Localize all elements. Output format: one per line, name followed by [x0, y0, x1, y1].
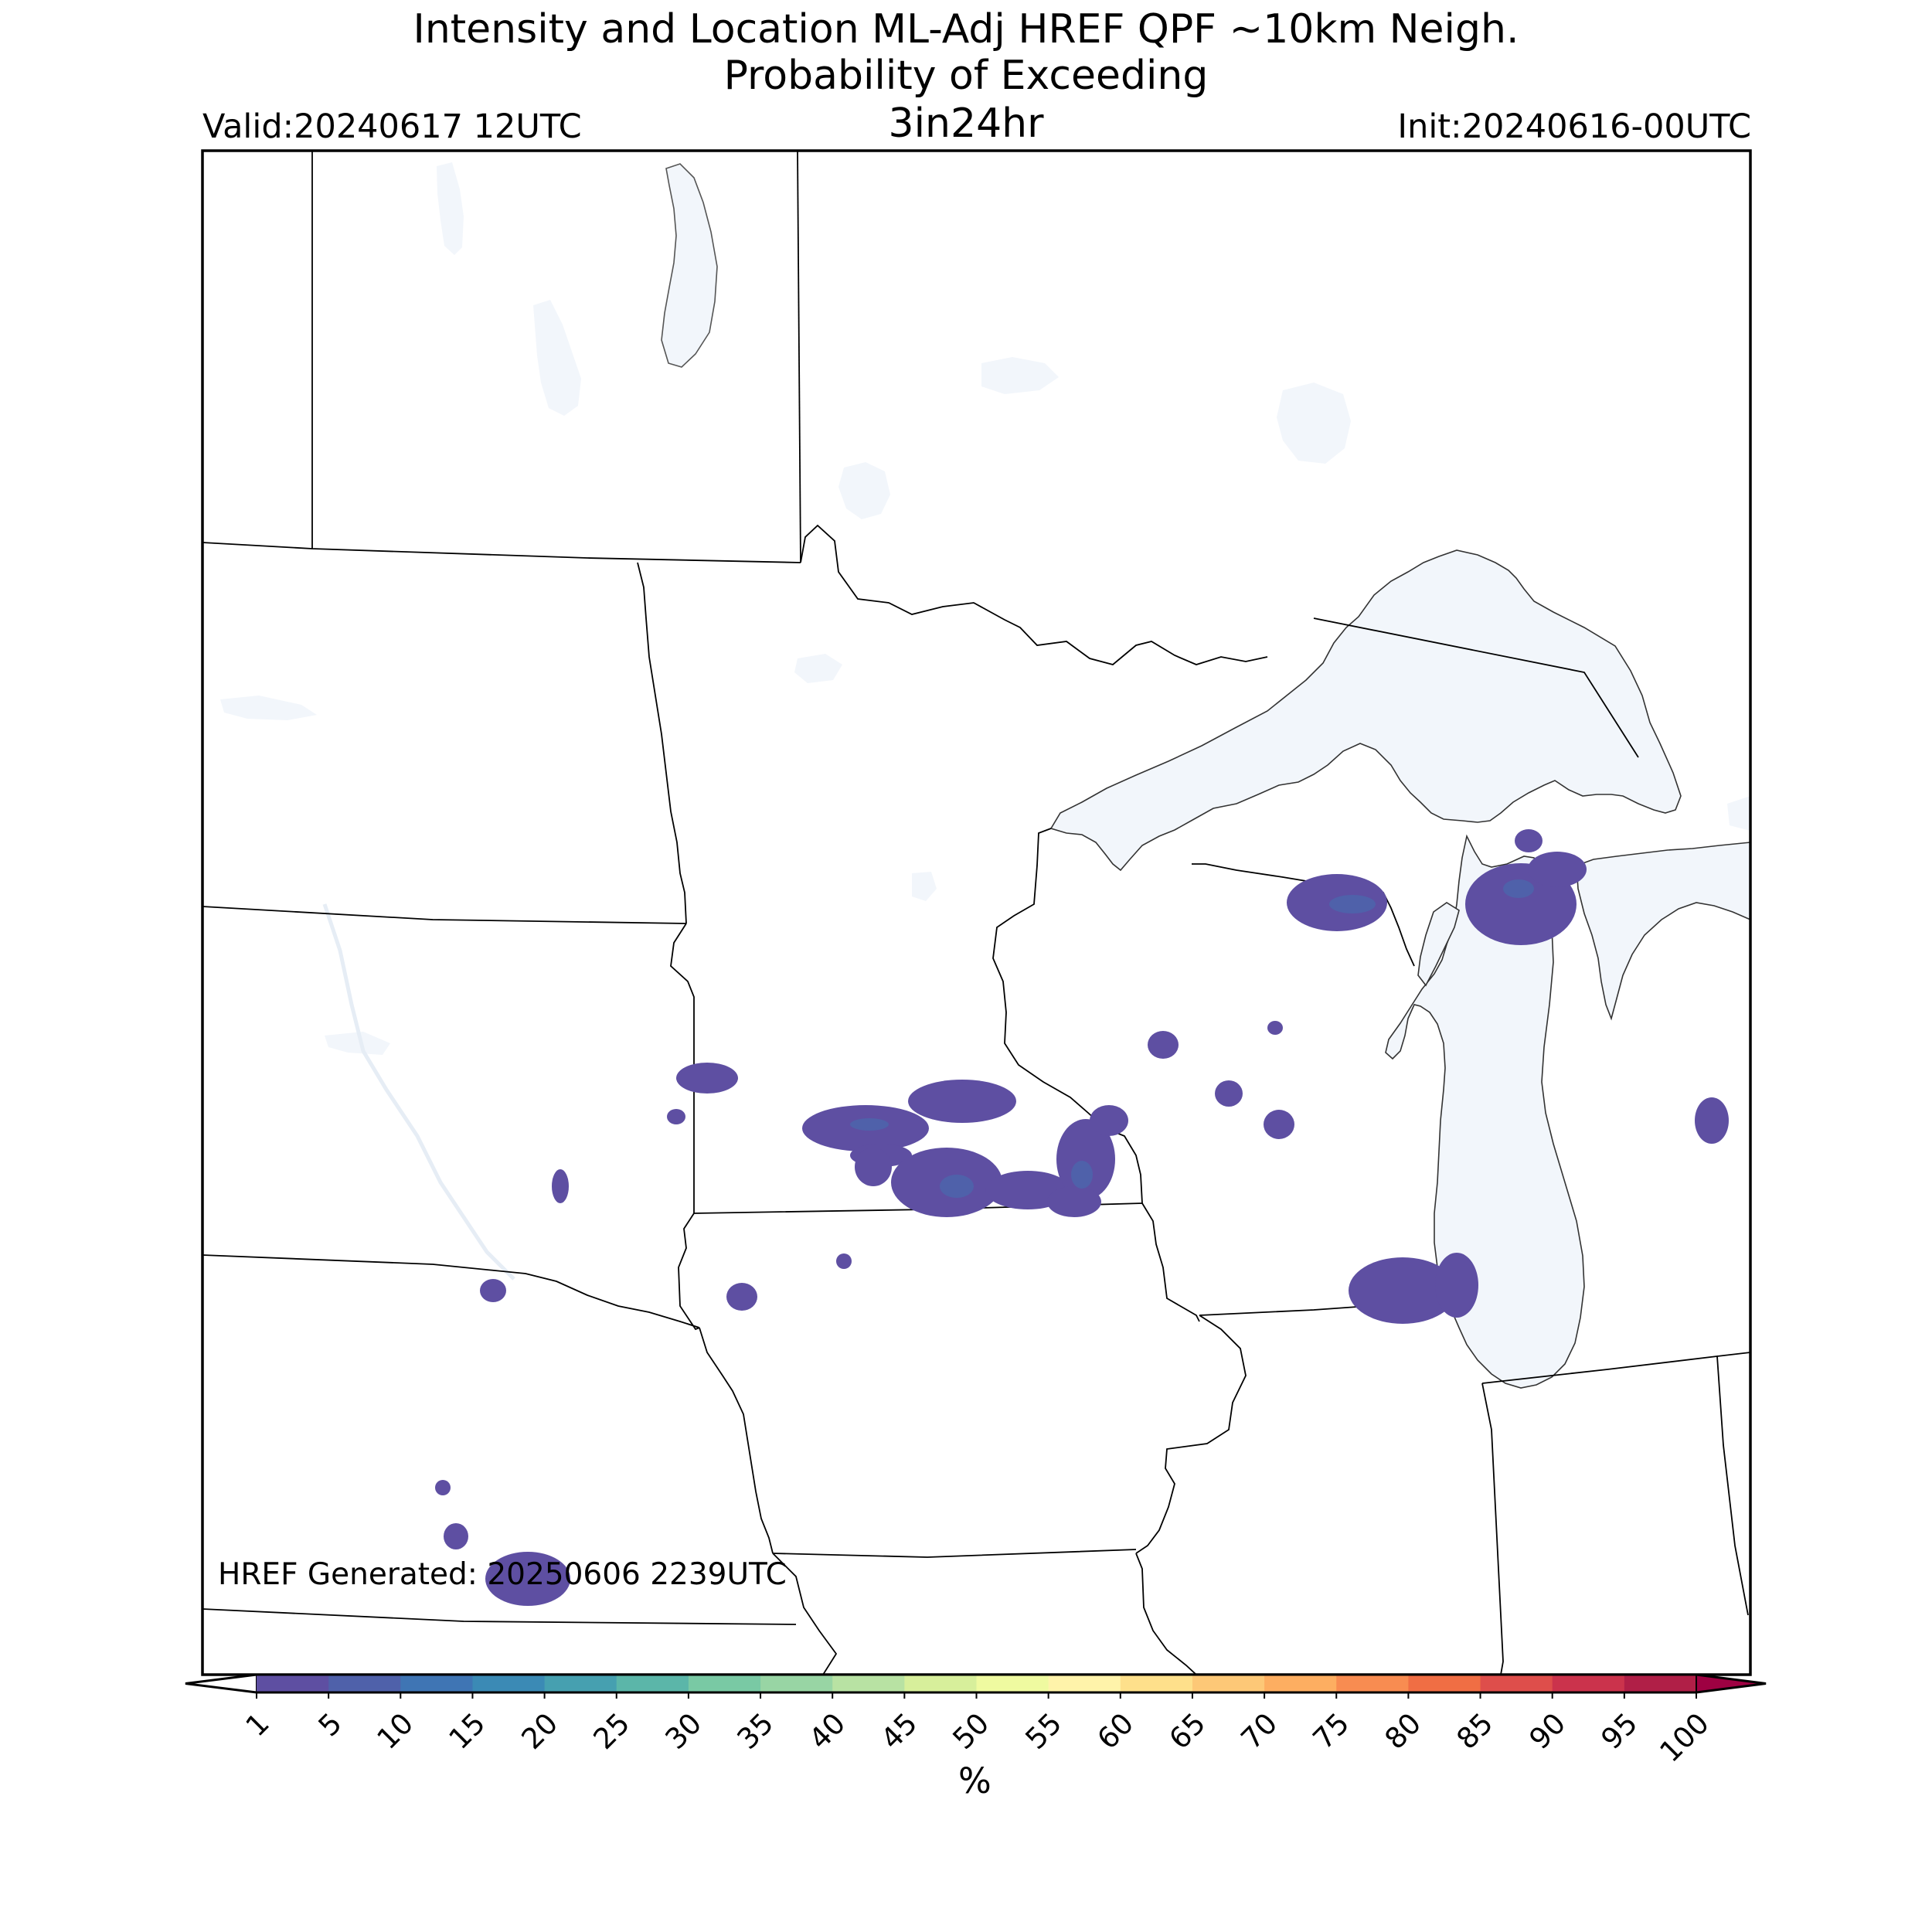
probability-area-1pct — [1267, 1021, 1283, 1035]
colorbar-swatch — [1192, 1675, 1265, 1692]
probability-area-1pct — [836, 1253, 852, 1269]
colorbar-swatch — [1552, 1675, 1625, 1692]
border-nd-mn — [637, 562, 687, 924]
colorbar-swatch — [328, 1675, 401, 1692]
threshold-label: 3in24hr — [888, 100, 1044, 147]
probability-area-5pct — [1329, 895, 1376, 913]
colorbar-swatch — [616, 1675, 689, 1692]
lake-nipigon — [1277, 383, 1351, 464]
colorbar-swatch — [1336, 1675, 1409, 1692]
border-ontario-quebec — [1313, 617, 1639, 758]
probability-area-1pct — [444, 1523, 468, 1549]
probability-area-1pct — [552, 1169, 569, 1203]
colorbar-swatch — [1480, 1675, 1553, 1692]
colorbar-unit-label: % — [958, 1760, 992, 1801]
map-title-line1: Intensity and Location ML-Adj HREF QPF ~… — [413, 6, 1519, 53]
probability-area-1pct — [485, 1552, 570, 1606]
devils-lake — [220, 696, 317, 720]
probability-area-1pct — [676, 1063, 738, 1094]
mille-lacs — [912, 872, 937, 901]
border-us-canada-east — [800, 524, 1268, 665]
colorbar — [185, 1673, 1767, 1699]
probability-area-5pct — [850, 1118, 889, 1131]
probability-areas — [435, 829, 1729, 1606]
border-il-mo — [1135, 1553, 1197, 1675]
colorbar-under-arrow — [185, 1673, 257, 1694]
probability-area-1pct — [1515, 829, 1543, 852]
border-sd-ia — [678, 1213, 700, 1331]
border-mo-river — [772, 1553, 838, 1675]
probability-area-1pct — [726, 1283, 757, 1311]
upper-red-lake — [794, 654, 842, 683]
probability-area-1pct — [908, 1080, 1016, 1123]
colorbar-swatch — [544, 1675, 617, 1692]
colorbar-swatch — [1120, 1675, 1193, 1692]
probability-area-1pct — [1215, 1080, 1243, 1107]
colorbar-swatch — [472, 1675, 546, 1692]
colorbar-swatch — [400, 1675, 473, 1692]
generation-credit: HREF Generated: 20250606 2239UTC — [218, 1557, 787, 1592]
border-ia-wi — [1141, 1202, 1200, 1322]
probability-area-1pct — [667, 1109, 685, 1124]
lake-huron — [1576, 842, 1750, 1021]
probability-area-1pct — [1264, 1110, 1294, 1139]
probability-area-5pct — [1071, 1161, 1093, 1189]
probability-area-1pct — [435, 1480, 451, 1495]
border-il-in — [1481, 1383, 1504, 1675]
border-ia-il — [1135, 1315, 1247, 1554]
lac-seul — [981, 357, 1059, 394]
probability-area-1pct — [1695, 1097, 1729, 1144]
colorbar-swatch — [760, 1675, 833, 1692]
colorbar-swatch — [257, 1675, 329, 1692]
colorbar-swatch — [904, 1675, 977, 1692]
colorbar-swatch — [1408, 1675, 1481, 1692]
lake-of-the-woods — [838, 462, 890, 519]
colorbar-swatch — [1624, 1675, 1697, 1692]
missouri-river — [322, 903, 515, 1281]
border-us-canada-west — [202, 542, 801, 563]
probability-area-1pct — [1047, 1186, 1101, 1217]
water-bodies — [220, 162, 1750, 1389]
lake-winnipegosis — [437, 162, 464, 255]
border-mo-ks — [202, 1608, 797, 1625]
probability-area-1pct — [480, 1279, 506, 1302]
colorbar-swatch — [976, 1675, 1049, 1692]
lake-manitoba — [533, 300, 581, 416]
probability-area-1pct — [1528, 852, 1587, 887]
border-in-oh — [1481, 1355, 1749, 1616]
border-sd-ne — [202, 1254, 700, 1328]
colorbar-over-arrow — [1696, 1673, 1767, 1694]
border-ne-ia — [699, 1327, 774, 1554]
lake-superior — [1049, 549, 1682, 872]
probability-area-1pct — [1435, 1253, 1478, 1318]
colorbar-swatch — [832, 1675, 905, 1692]
probability-area-1pct — [1056, 1119, 1115, 1199]
lake-st-clair-area — [1727, 796, 1750, 831]
lake-winnipeg — [661, 163, 718, 368]
probability-area-1pct — [1148, 1031, 1179, 1059]
colorbar-swatch — [1264, 1675, 1337, 1692]
border-manitoba-ontario — [797, 151, 801, 563]
probability-area-1pct — [1090, 1105, 1128, 1136]
colorbar-swatch — [1048, 1675, 1121, 1692]
probability-area-1pct — [855, 1148, 892, 1186]
border-mi-oh — [1716, 1352, 1750, 1357]
lake-sakakawea — [325, 1032, 390, 1055]
map-title-line2: Probability of Exceeding — [723, 53, 1209, 99]
init-time-label: Init:20240616-00UTC — [1397, 107, 1751, 146]
colorbar-swatch — [688, 1675, 761, 1692]
green-bay — [1417, 902, 1460, 987]
border-nd-sd — [202, 906, 687, 924]
border-mn-wi — [992, 828, 1143, 1204]
border-sd-mn — [670, 923, 695, 1213]
border-ia-mo — [772, 1549, 1137, 1558]
probability-area-5pct — [940, 1175, 974, 1198]
probability-area-1pct — [1349, 1257, 1457, 1324]
probability-area-5pct — [1503, 879, 1534, 898]
valid-time-label: Valid:20240617 12UTC — [202, 107, 582, 146]
